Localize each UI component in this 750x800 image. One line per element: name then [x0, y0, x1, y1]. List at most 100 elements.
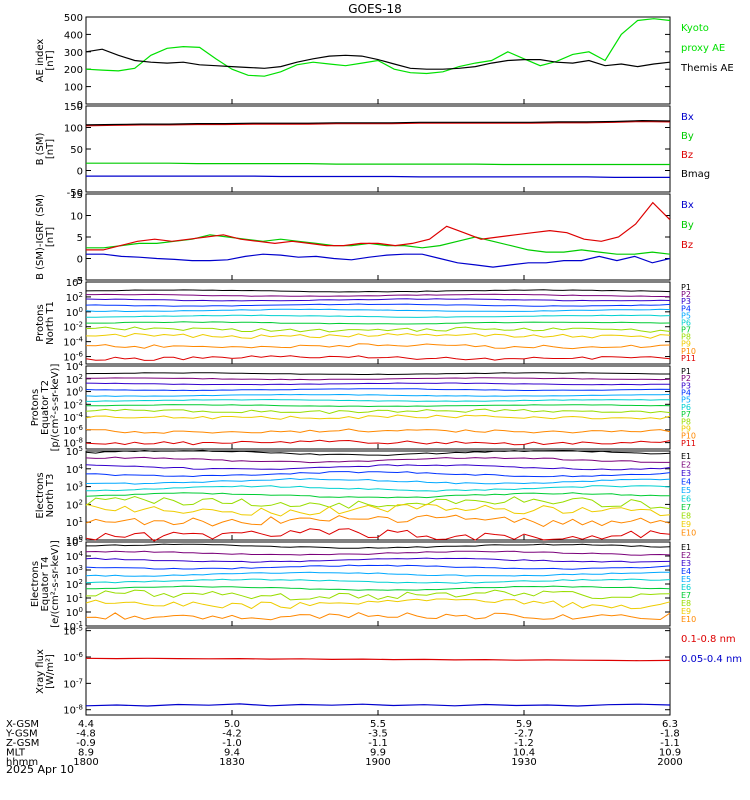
y-tick-label: 10-4 [63, 411, 83, 424]
legend-label: P1 [681, 283, 691, 292]
series-line [85, 18, 671, 77]
x-row-value: 8.9 [78, 748, 94, 759]
flux-channel-line [85, 477, 671, 485]
legend-label: 0.05-0.4 nm [681, 654, 742, 665]
legend-label: P10 [681, 432, 696, 441]
flux-channel-line [85, 495, 671, 510]
x-row-value: -2.7 [514, 729, 534, 740]
legend-label: E3 [681, 559, 691, 568]
flux-channel-line [86, 321, 671, 325]
legend-label: P10 [681, 347, 696, 356]
y-tick-label: -5 [73, 276, 83, 287]
series-line [85, 119, 671, 126]
y-tick-label: 100 [66, 306, 83, 319]
flux-channel-line [86, 589, 671, 601]
x-row-label: MLT [6, 748, 26, 759]
y-tick-label: 0 [77, 100, 83, 111]
x-row-value: -3.5 [368, 729, 388, 740]
legend-label: Bmag [681, 169, 710, 180]
legend-label: E10 [681, 615, 696, 624]
legend-label: E7 [681, 503, 691, 512]
series-line [86, 201, 671, 251]
legend-label: E6 [681, 583, 691, 592]
x-row-value: 5.9 [516, 719, 532, 730]
y-tick-label: 150 [64, 102, 83, 113]
y-tick-label: 100 [66, 386, 83, 399]
legend-label: Themis AE [680, 63, 734, 74]
y-tick-label: 500 [64, 13, 83, 24]
flux-channel-line [85, 355, 671, 361]
legend-label: E10 [681, 529, 696, 538]
series-line [85, 703, 671, 707]
y-axis-label: [nT] [45, 139, 56, 159]
x-row-label: Z-GSM [6, 738, 39, 749]
flux-channel-line [85, 303, 671, 307]
legend-label: E1 [681, 452, 691, 461]
legend-label: E8 [681, 599, 691, 608]
flux-channel-line [85, 485, 671, 492]
y-axis-label: [W/m²] [45, 654, 56, 689]
flux-channel-line [86, 377, 671, 381]
legend-label: P9 [681, 424, 691, 433]
flux-channel-line [85, 404, 671, 408]
flux-channel-line [85, 332, 671, 339]
y-tick-label: 104 [66, 463, 84, 476]
legend-label: Bx [681, 112, 694, 123]
x-row-label: hhmm [6, 757, 38, 768]
x-row-value: 10.4 [513, 748, 535, 759]
y-tick-label: 10-7 [63, 677, 83, 690]
y-tick-label: 101 [66, 516, 83, 529]
y-tick-label: 102 [66, 291, 83, 304]
y-axis-label: [nT] [45, 227, 56, 247]
y-axis-label: Electrons [35, 472, 46, 518]
x-row-value: -1.0 [222, 738, 242, 749]
y-tick-label: 10-6 [63, 351, 83, 364]
flux-channel-line [85, 449, 671, 456]
legend-label: P7 [681, 326, 691, 335]
legend-label: E9 [681, 607, 691, 616]
date-label: 2025 Apr 10 [6, 763, 74, 776]
flux-channel-line [85, 372, 670, 376]
legend-label: E2 [681, 551, 691, 560]
y-tick-label: 100 [64, 124, 83, 135]
y-axis-label: Equator T2 [40, 380, 51, 435]
y-tick-label: 10-6 [63, 651, 83, 664]
x-row-label: X-GSM [6, 719, 39, 730]
legend-label: P2 [681, 290, 691, 299]
x-row-value: 1830 [219, 757, 244, 768]
y-axis-label: AE index [35, 39, 46, 83]
y-tick-label: 100 [64, 83, 83, 94]
y-tick-label: 105 [66, 536, 83, 549]
panel-4: 104 102 100 10-2 10-4 10-6 Protons North T1 P1P2… [35, 276, 696, 365]
y-tick-label: 200 [64, 65, 83, 76]
series-line [85, 48, 671, 70]
panel-3: 15 10 5 0 -5 B (SM)-IGRF (SM) [nT] Bx By Bz [35, 190, 694, 287]
legend-label: E9 [681, 520, 691, 529]
x-row-value: 9.4 [224, 748, 240, 759]
x-row-value: 2000 [657, 757, 682, 768]
legend-label: P6 [681, 403, 691, 412]
flux-channel-line [85, 289, 671, 293]
y-tick-label: 10-8 [63, 437, 83, 450]
legend-label: P1 [681, 367, 691, 376]
y-tick-label: -50 [67, 188, 83, 199]
x-row-value: -1.8 [660, 729, 680, 740]
y-tick-label: 5 [77, 233, 83, 244]
x-row-value: 9.9 [370, 748, 386, 759]
flux-channel-line [85, 514, 671, 527]
x-row-value: -4.2 [222, 729, 242, 740]
y-axis-label: Protons [35, 304, 46, 341]
y-tick-label: 100 [66, 606, 83, 619]
x-row-value: -1.1 [368, 738, 388, 749]
flux-channel-line [85, 393, 671, 397]
legend-label: P11 [681, 439, 696, 448]
y-tick-label: 102 [66, 373, 83, 386]
y-axis-label: Electrons [30, 561, 41, 607]
flux-channel-line [85, 308, 671, 313]
panel-8: 10-5 10-6 10-7 10-8 Xray flux [W/m²] 0.1-0.8 n… [35, 625, 742, 717]
y-tick-label: 300 [64, 48, 83, 59]
y-axis-label: [p/(cm²-s-sr-keV)] [50, 364, 61, 452]
legend-label: E4 [681, 478, 691, 487]
